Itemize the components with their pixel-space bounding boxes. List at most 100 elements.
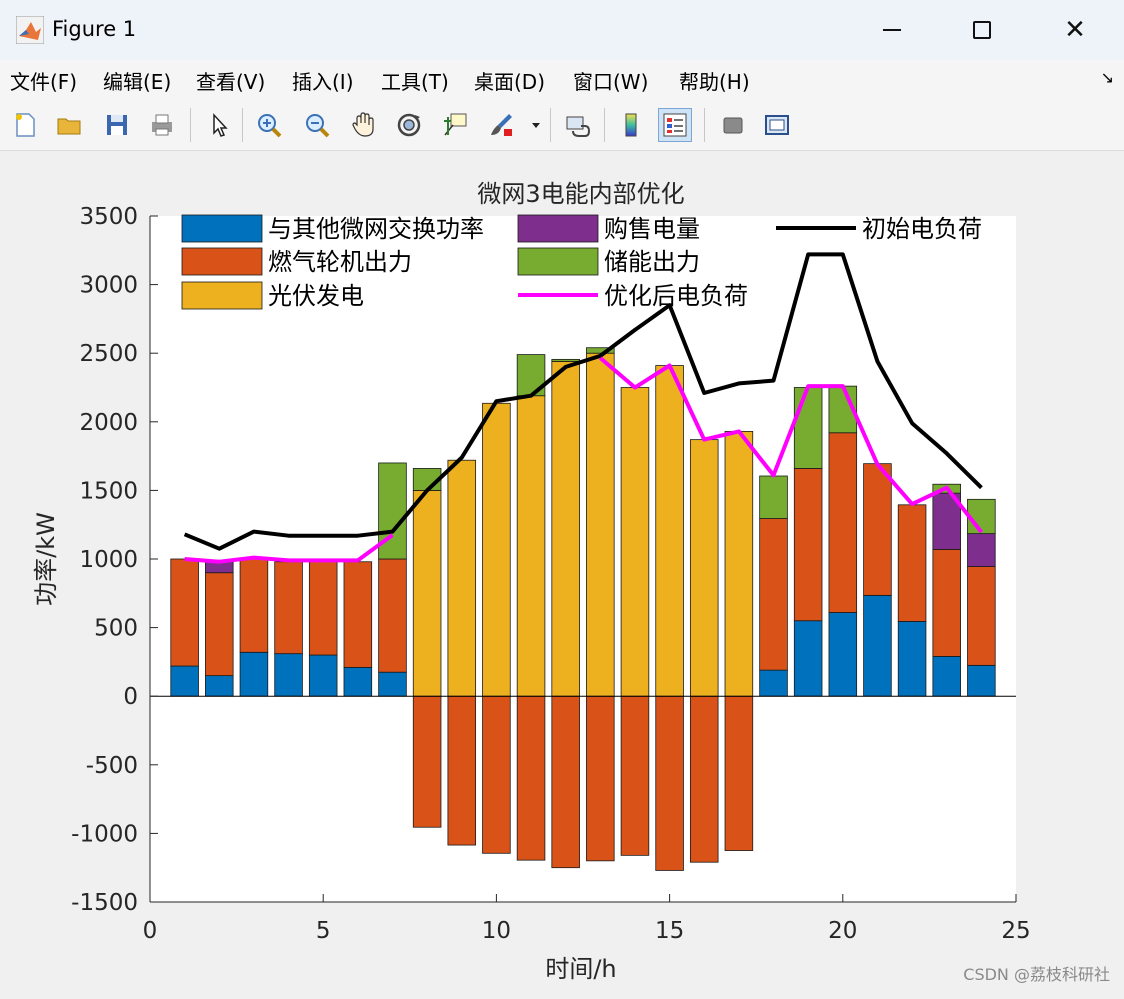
bar-5 [793,387,823,469]
bar-2 [343,561,373,668]
bar-3 [551,361,580,697]
bar-2 [274,561,303,655]
y-tick-label: 1000 [79,547,138,573]
x-tick-label: 20 [828,918,857,944]
zoom-in-icon[interactable] [252,108,286,142]
x-tick-label: 25 [1001,918,1030,944]
bar-2 [378,558,407,673]
bar-1 [967,664,996,697]
bar-2 [967,566,996,666]
bar-2 [516,695,546,861]
bar-5 [759,475,788,519]
bar-2 [482,695,511,854]
hide-plot-tools-icon[interactable] [716,108,750,142]
title-bar: Figure 1 ✕ [0,0,1124,60]
toolbar [0,100,1124,151]
menu-tools[interactable]: 工具(T) [381,70,449,94]
maximize-button[interactable] [952,8,1012,52]
brush-icon[interactable] [484,108,518,142]
bar-1 [828,612,858,697]
bar-2 [170,558,199,667]
pan-hand-icon[interactable] [346,108,380,142]
series-line-1 [183,252,983,551]
menu-help[interactable]: 帮助(H) [679,70,750,94]
x-tick-label: 15 [655,918,684,944]
new-file-icon[interactable] [8,108,42,142]
bar-1 [863,594,892,697]
chart-title: 微网3电能内部优化 [477,180,684,208]
y-tick-label: -500 [86,753,138,779]
y-tick-label: 1500 [79,478,138,504]
close-button[interactable]: ✕ [1045,8,1105,52]
bar-1 [239,651,269,697]
bar-5 [967,498,996,535]
bar-1 [170,665,199,697]
bar-3 [447,459,477,697]
bar-2 [205,572,234,677]
menu-edit[interactable]: 编辑(E) [103,70,172,94]
bar-2 [551,695,580,869]
legend-label: 购售电量 [604,215,700,243]
x-tick-label: 10 [482,918,511,944]
bar-2 [308,559,338,656]
bar-1 [897,621,927,697]
bar-3 [655,365,684,697]
watermark: CSDN @荔枝科研社 [963,965,1110,984]
minimize-icon [883,29,901,31]
colorbar-icon[interactable] [614,108,648,142]
show-plot-tools-icon[interactable] [760,108,794,142]
chart: 0 5 10 15 20 25 -1500 -1000 -500 0 500 1000 1500 2000… [32,180,1031,983]
bar-4 [967,533,996,567]
bar-2 [447,695,477,846]
close-icon: ✕ [1064,15,1086,45]
bar-2 [239,558,269,653]
toolbar-separator [190,108,191,142]
y-tick-label: -1500 [71,890,138,916]
bar-2 [412,695,442,828]
minimize-button[interactable] [862,8,922,52]
bar-1 [343,666,373,697]
bar-5 [551,358,580,362]
y-tick-label: 3000 [79,273,138,299]
y-axis-label: 功率/kW [32,512,60,606]
menu-view[interactable]: 查看(V) [196,70,266,94]
bar-3 [689,439,719,697]
link-plot-icon[interactable] [560,108,594,142]
print-icon[interactable] [145,108,179,142]
menu-file[interactable]: 文件(F) [10,70,78,94]
series-line-2 [184,356,983,564]
dock-arrow-icon[interactable]: ↘ [1100,68,1114,87]
bar-2 [724,695,754,851]
data-cursor-icon[interactable] [438,108,472,142]
matlab-logo-icon [16,16,44,44]
rotate-3d-icon[interactable] [392,108,426,142]
y-tick-label: 2500 [79,341,138,367]
toolbar-separator [550,108,551,142]
menu-insert[interactable]: 插入(I) [292,70,354,94]
legend-swatch [517,214,599,243]
save-icon[interactable] [100,108,134,142]
y-tick-label: -1000 [71,821,138,847]
legend-icon[interactable] [658,108,692,142]
bar-3 [620,387,650,697]
bar-1 [759,669,788,697]
bar-1 [378,671,407,697]
legend-swatch [181,281,263,310]
legend-label: 燃气轮机出力 [268,248,412,276]
zoom-out-icon[interactable] [300,108,334,142]
legend-label: 优化后电负荷 [604,282,748,310]
open-folder-icon[interactable] [52,108,86,142]
bar-2 [689,695,719,863]
bar-2 [620,695,650,856]
bar-5 [586,347,615,354]
menu-desktop[interactable]: 桌面(D) [474,70,546,94]
brush-dropdown-icon[interactable] [526,108,546,142]
toolbar-separator [242,108,243,142]
legend-label: 储能出力 [604,248,700,276]
x-axis-label: 时间/h [545,955,616,983]
menu-window[interactable]: 窗口(W) [573,70,649,94]
bar-2 [897,504,927,622]
pointer-icon[interactable] [202,108,236,142]
figure-area: 0 5 10 15 20 25 -1500 -1000 -500 0 500 1000 1500 2000… [0,151,1124,995]
bar-2 [793,468,823,622]
